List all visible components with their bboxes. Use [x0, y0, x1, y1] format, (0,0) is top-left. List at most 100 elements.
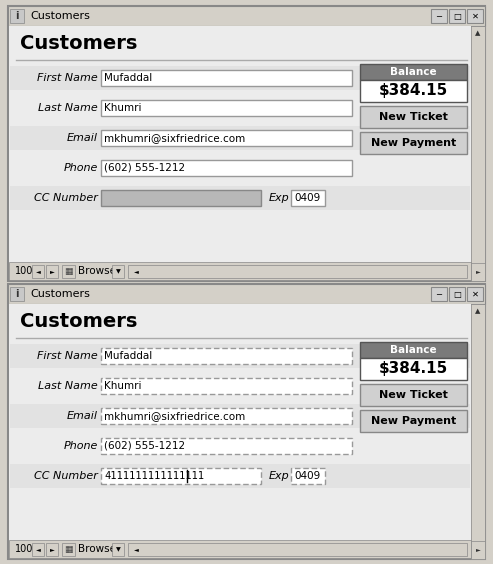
Text: ▲: ▲: [475, 30, 481, 36]
Bar: [467, 9, 483, 23]
Text: ▼: ▼: [475, 550, 481, 556]
Text: 100: 100: [15, 266, 34, 276]
Text: (602) 555-1212: (602) 555-1212: [104, 441, 185, 451]
Text: Mufaddal: Mufaddal: [104, 351, 152, 361]
Bar: [360, 342, 467, 358]
Text: i: i: [15, 11, 19, 21]
Bar: [431, 9, 447, 23]
Bar: [62, 265, 75, 278]
Bar: [32, 543, 44, 556]
Text: Khumri: Khumri: [104, 103, 141, 113]
Bar: [128, 265, 467, 278]
Text: $384.15: $384.15: [379, 83, 448, 99]
Text: □: □: [453, 11, 461, 20]
Bar: [9, 262, 471, 280]
Text: CC Number: CC Number: [34, 193, 98, 203]
Bar: [10, 344, 470, 368]
Bar: [112, 543, 124, 556]
Text: 100: 100: [15, 544, 34, 554]
Bar: [467, 287, 483, 301]
Bar: [101, 468, 261, 484]
Text: Phone: Phone: [64, 441, 98, 451]
Text: Phone: Phone: [64, 163, 98, 173]
Text: ▦: ▦: [64, 267, 73, 276]
Text: mkhumri@sixfriedrice.com: mkhumri@sixfriedrice.com: [104, 411, 245, 421]
Text: New Ticket: New Ticket: [379, 112, 448, 122]
Text: ◄: ◄: [134, 269, 139, 274]
Bar: [101, 378, 352, 394]
Bar: [101, 190, 261, 206]
Bar: [112, 265, 124, 278]
Bar: [449, 287, 465, 301]
Bar: [360, 358, 467, 380]
Bar: [471, 263, 485, 281]
Text: Balance: Balance: [390, 345, 437, 355]
Bar: [101, 130, 352, 146]
Text: Exp: Exp: [269, 193, 290, 203]
Bar: [10, 9, 24, 23]
Bar: [62, 543, 75, 556]
Bar: [10, 66, 470, 90]
Bar: [8, 284, 485, 304]
Text: Browse: Browse: [78, 544, 116, 554]
Bar: [46, 265, 58, 278]
Text: Customers: Customers: [20, 312, 138, 331]
Text: Exp: Exp: [269, 471, 290, 481]
Bar: [32, 265, 44, 278]
Bar: [291, 190, 325, 206]
Text: Email: Email: [67, 133, 98, 143]
Text: ◄: ◄: [35, 547, 40, 552]
Bar: [431, 287, 447, 301]
Text: ✕: ✕: [471, 289, 479, 298]
Text: ►: ►: [476, 548, 480, 553]
Bar: [471, 304, 485, 559]
Text: Email: Email: [67, 411, 98, 421]
Text: Balance: Balance: [390, 67, 437, 77]
Bar: [10, 186, 470, 210]
Bar: [449, 9, 465, 23]
Bar: [360, 80, 467, 102]
Text: First Name: First Name: [37, 73, 98, 83]
Bar: [9, 304, 471, 541]
Bar: [10, 96, 470, 120]
Text: mkhumri@sixfriedrice.com: mkhumri@sixfriedrice.com: [104, 133, 245, 143]
Bar: [46, 543, 58, 556]
Text: CC Number: CC Number: [34, 471, 98, 481]
Text: ▲: ▲: [475, 308, 481, 314]
Bar: [10, 156, 470, 180]
Bar: [101, 348, 352, 364]
Bar: [360, 384, 467, 406]
Text: 4111111111111111: 4111111111111111: [104, 471, 204, 481]
Text: ▼: ▼: [475, 272, 481, 278]
Bar: [9, 540, 471, 558]
Text: $384.15: $384.15: [379, 362, 448, 377]
Text: ◄: ◄: [134, 547, 139, 552]
Bar: [360, 64, 467, 80]
Bar: [10, 404, 470, 428]
Text: Khumri: Khumri: [104, 381, 141, 391]
Text: ►: ►: [50, 269, 54, 274]
Text: ▼: ▼: [116, 547, 120, 552]
Text: Customers: Customers: [20, 34, 138, 53]
Bar: [128, 543, 467, 556]
Text: ►: ►: [50, 547, 54, 552]
Bar: [360, 410, 467, 432]
Text: New Payment: New Payment: [371, 138, 456, 148]
Text: 0409: 0409: [294, 471, 320, 481]
Bar: [10, 126, 470, 150]
Text: Last Name: Last Name: [38, 103, 98, 113]
Bar: [10, 287, 24, 301]
Text: New Payment: New Payment: [371, 416, 456, 426]
Bar: [8, 284, 485, 559]
Text: i: i: [15, 289, 19, 299]
Bar: [10, 434, 470, 458]
Text: Customers: Customers: [30, 289, 90, 299]
Text: ◄: ◄: [35, 269, 40, 274]
Bar: [360, 106, 467, 128]
Text: □: □: [453, 289, 461, 298]
Text: ►: ►: [476, 270, 480, 275]
Bar: [8, 6, 485, 281]
Text: Customers: Customers: [30, 11, 90, 21]
Text: ▦: ▦: [64, 545, 73, 554]
Bar: [101, 408, 352, 424]
